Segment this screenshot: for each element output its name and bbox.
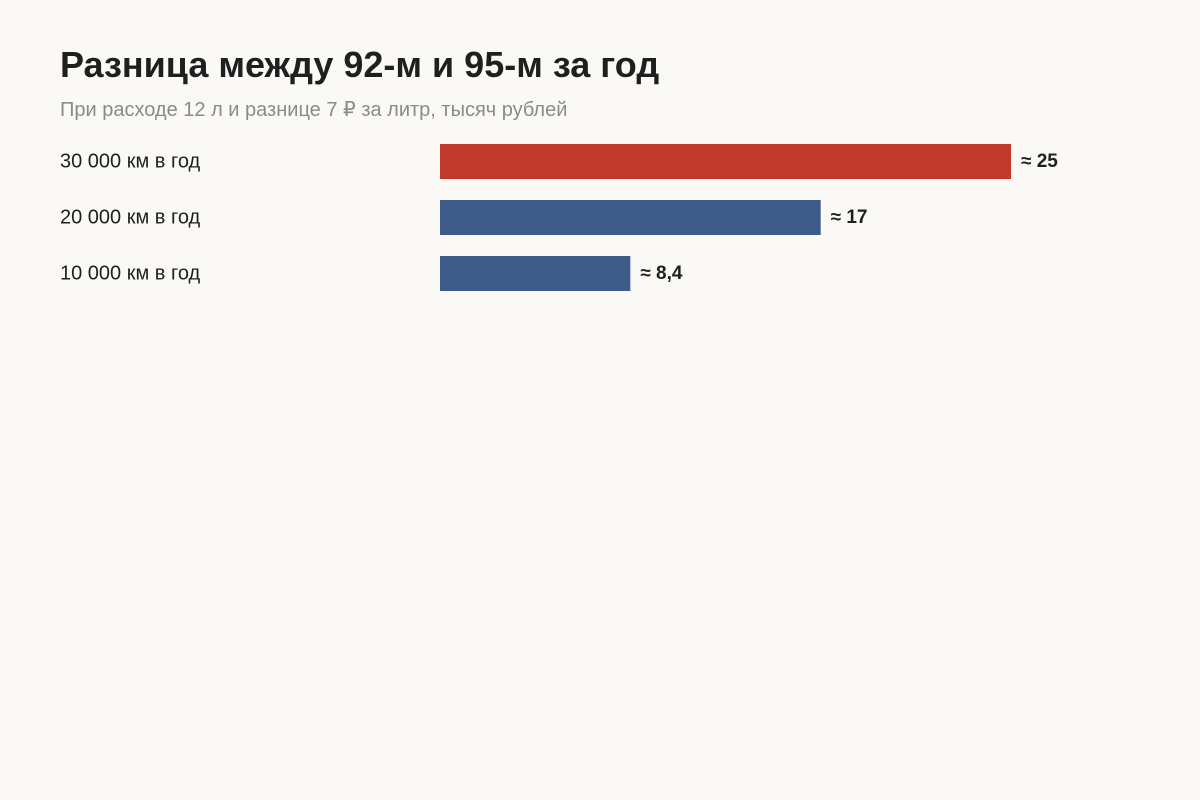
category-label: 30 000 км в год [60,151,201,173]
bar [440,256,631,291]
bar [440,200,821,235]
value-label: ≈ 25 [1021,151,1058,172]
chart-title: Разница между 92-м и 95-м за год [60,44,660,85]
chart-subtitle: При расходе 12 л и разнице 7 ₽ за литр, … [60,99,568,121]
category-label: 20 000 км в год [60,207,201,229]
value-label: ≈ 17 [831,207,868,228]
bar [440,144,1011,179]
value-label: ≈ 8,4 [640,263,683,284]
category-label: 10 000 км в год [60,263,201,285]
